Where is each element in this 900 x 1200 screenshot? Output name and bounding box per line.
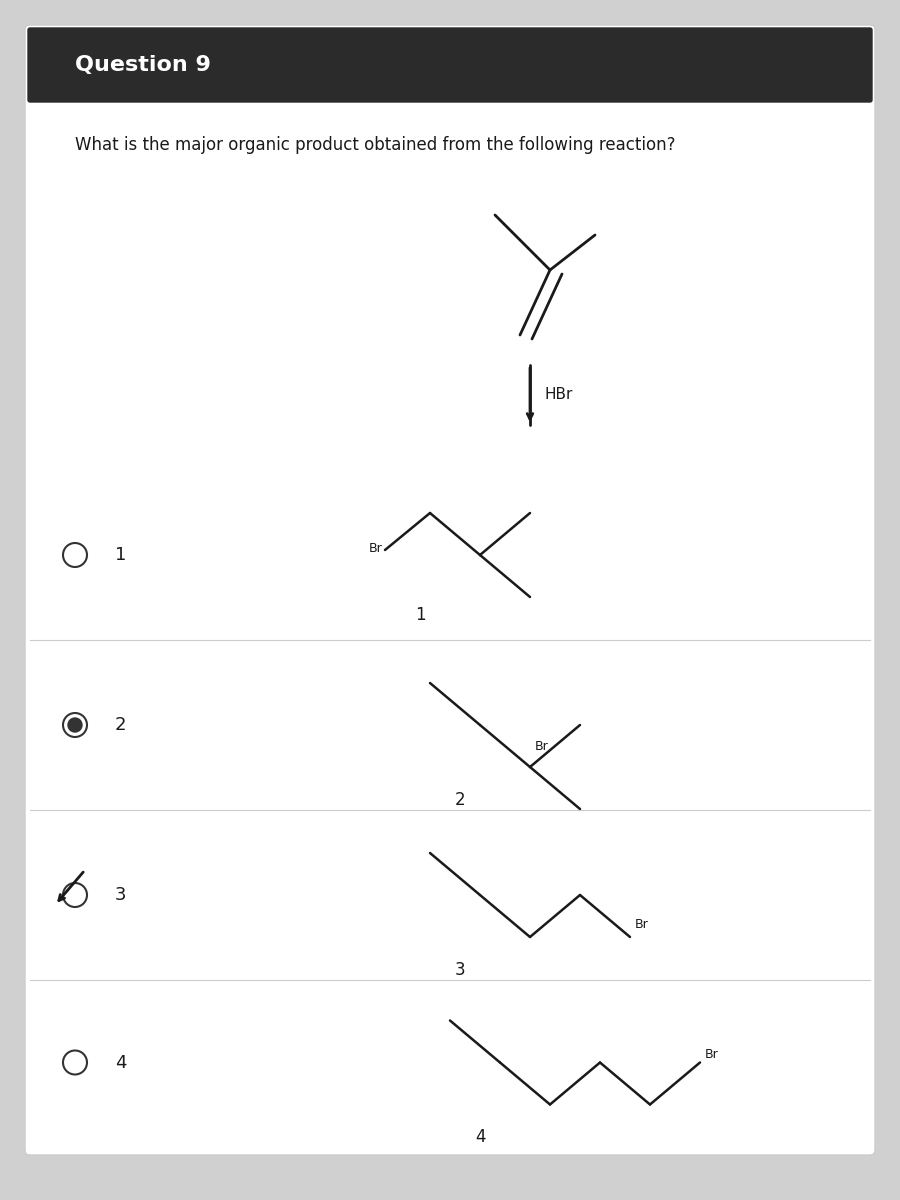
FancyBboxPatch shape [28, 28, 872, 102]
Text: 4: 4 [475, 1128, 485, 1146]
Text: Br: Br [535, 740, 549, 754]
FancyBboxPatch shape [25, 25, 875, 1154]
Text: 2: 2 [454, 791, 465, 809]
Text: 3: 3 [115, 886, 127, 904]
Text: 4: 4 [115, 1054, 127, 1072]
Text: What is the major organic product obtained from the following reaction?: What is the major organic product obtain… [75, 136, 676, 154]
Circle shape [68, 718, 82, 732]
Text: Question 9: Question 9 [75, 55, 211, 74]
Text: HBr: HBr [545, 388, 573, 402]
Text: 1: 1 [415, 606, 426, 624]
Text: 2: 2 [115, 716, 127, 734]
Text: Br: Br [369, 541, 383, 554]
Text: Br: Br [635, 918, 649, 931]
Text: 1: 1 [115, 546, 126, 564]
Text: Br: Br [705, 1048, 719, 1061]
Text: 3: 3 [454, 961, 465, 979]
